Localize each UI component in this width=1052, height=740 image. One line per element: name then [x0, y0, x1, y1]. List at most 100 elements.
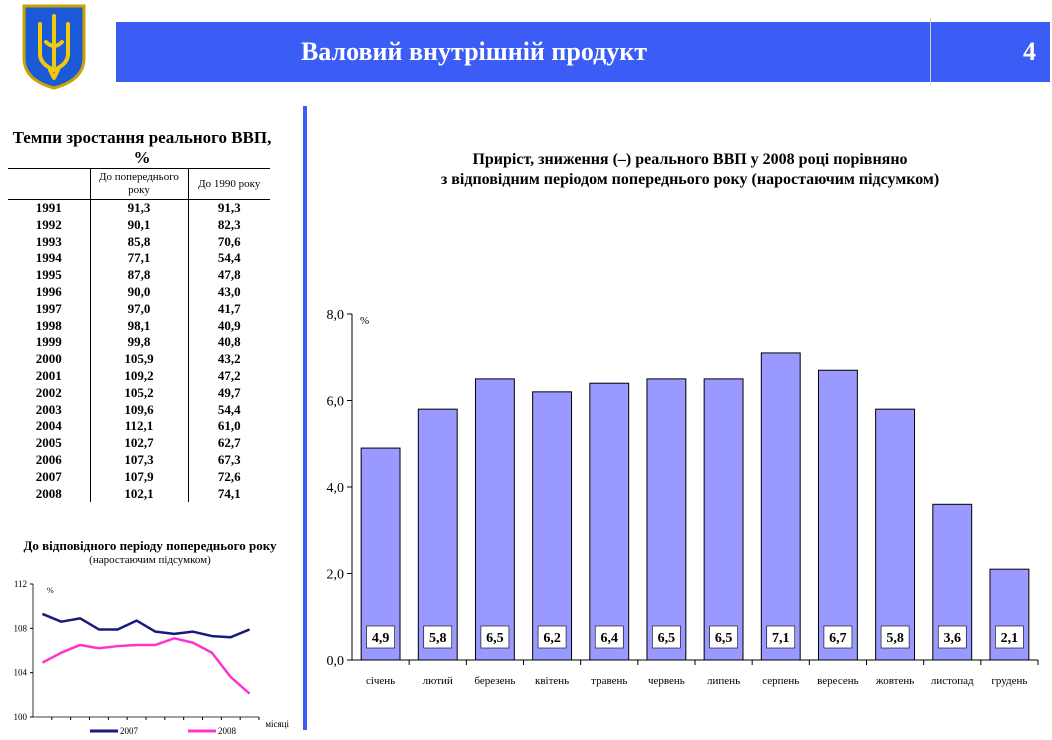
table-header-cell: До попереднього року: [89, 168, 189, 200]
x-tick-label: січень: [366, 675, 395, 687]
table-row: 2001 109,2 47,2: [8, 367, 270, 385]
table-row: 2002 105,2 49,7: [8, 384, 270, 402]
table-row: 1991 91,3 91,3: [8, 199, 270, 217]
y-axis-unit: %: [360, 315, 369, 327]
bar: [474, 378, 515, 661]
legend-label: 2008: [218, 726, 237, 736]
small-chart-title: До відповідного періоду попереднього рок…: [23, 538, 277, 553]
value-cell: 112,1: [89, 418, 189, 436]
bar: [360, 447, 401, 661]
gdp-growth-table: До попереднього року До 1990 року 1991 91…: [8, 168, 270, 503]
value-cell: 47,2: [217, 367, 241, 383]
year-cell: 2001: [35, 367, 62, 383]
year-cell: 1991: [35, 200, 62, 215]
y-axis-unit: %: [47, 586, 54, 595]
table-row: 2006 107,3 67,3: [8, 451, 270, 469]
bar: [417, 408, 458, 661]
legend-label: 2007: [120, 726, 139, 736]
main-chart-title-line: Приріст, зниження (–) реального ВВП у 20…: [472, 151, 908, 168]
x-tick-label: травень: [591, 675, 627, 687]
value-label-box: [937, 625, 967, 649]
table-row: 2004 112,1 61,0: [8, 418, 270, 436]
x-tick-label: серпень: [762, 675, 799, 687]
value-cell: 102,1: [89, 485, 189, 503]
year-cell: 1999: [35, 334, 62, 350]
bar: [646, 378, 687, 661]
small-chart-subtitle: (наростаючим підсумком): [89, 554, 211, 566]
value-label: 4,9: [372, 631, 390, 646]
value-label: 6,5: [715, 631, 733, 646]
header-divider: [930, 18, 931, 84]
value-cell: 74,1: [217, 485, 241, 501]
value-cell: 87,8: [89, 267, 189, 284]
value-cell: 54,4: [217, 401, 241, 417]
x-tick-label: листопад: [931, 675, 974, 687]
x-tick-label: лютий: [423, 675, 453, 687]
bar: [760, 352, 801, 661]
x-tick-label: вересень: [817, 675, 858, 687]
year-cell: 2004: [35, 418, 62, 434]
year-cell: 1992: [35, 216, 62, 232]
value-label: 3,6: [944, 631, 962, 646]
table-row: 1999 99,8 40,8: [8, 334, 270, 352]
table-header-row: До попереднього року До 1990 року: [8, 168, 270, 200]
vertical-divider: [303, 106, 307, 730]
header-bar: Валовий внутрішній продукт 4: [116, 18, 1050, 84]
value-cell: 77,1: [89, 250, 189, 268]
year-cell: 1996: [35, 283, 62, 299]
value-cell: 90,0: [89, 283, 189, 301]
value-label: 2,1: [1001, 631, 1019, 646]
value-cell: 82,3: [217, 216, 241, 232]
year-cell: 2008: [35, 485, 62, 501]
year-cell: 2002: [35, 384, 62, 400]
table-row: 2008 102,1 74,1: [8, 485, 270, 503]
value-label: 6,2: [543, 631, 561, 646]
value-cell: 102,7: [89, 435, 189, 452]
value-label: 5,8: [429, 631, 447, 646]
value-label: 6,7: [829, 631, 847, 646]
value-label-box: [880, 625, 910, 649]
y-tick-label: 8,0: [327, 308, 345, 323]
bar: [532, 391, 573, 661]
x-tick-label: жовтень: [875, 675, 914, 687]
year-cell: 2005: [35, 435, 62, 451]
y-tick-label: 100: [14, 712, 28, 722]
page-number: 4: [1023, 37, 1036, 66]
value-cell: 107,9: [89, 468, 189, 486]
value-label-box: [766, 625, 796, 649]
value-cell: 61,0: [217, 418, 241, 434]
value-label: 6,5: [486, 631, 504, 646]
table-row: 1993 85,8 70,6: [8, 233, 270, 251]
year-cell: 1993: [35, 233, 62, 249]
main-bar-chart: 0,0 2,0 4,0 6,0 8,0 % 4,9 січень 5,8 лютий 6,5 бере…: [327, 308, 1039, 687]
value-cell: 85,8: [89, 233, 189, 251]
year-cell: 1995: [35, 267, 62, 283]
year-cell: 1998: [35, 317, 62, 333]
table-body: 1991 91,3 91,3 1992 90,1 82,3 1993 85,8 70,6 1994…: [8, 199, 270, 503]
value-cell: 67,3: [217, 451, 241, 467]
y-tick-label: 104: [14, 668, 28, 678]
bar: [817, 369, 858, 661]
value-label-box: [366, 625, 395, 649]
x-tick-label: липень: [707, 675, 740, 687]
y-tick-label: 0,0: [327, 654, 345, 669]
value-cell: 109,6: [89, 401, 189, 419]
table-header-cell: До 1990 року: [188, 168, 270, 200]
table-row: 1994 77,1 54,4: [8, 250, 270, 268]
value-cell: 91,3: [217, 200, 241, 215]
year-cell: 1997: [35, 300, 62, 316]
value-label: 6,5: [658, 631, 676, 646]
value-cell: 91,3: [89, 199, 189, 217]
value-label: 5,8: [886, 631, 904, 646]
table-row: 2003 109,6 54,4: [8, 401, 270, 419]
value-label-box: [823, 625, 853, 649]
value-cell: 109,2: [89, 367, 189, 385]
x-tick-label: квітень: [535, 675, 569, 687]
table-row: 1995 87,8 47,8: [8, 267, 270, 284]
value-cell: 54,4: [217, 250, 241, 266]
value-cell: 105,2: [89, 384, 189, 402]
value-cell: 105,9: [89, 351, 189, 368]
main-chart-title-line: з відповідним періодом попереднього року…: [440, 171, 940, 188]
value-cell: 99,8: [89, 334, 189, 352]
value-cell: 72,6: [217, 468, 241, 484]
